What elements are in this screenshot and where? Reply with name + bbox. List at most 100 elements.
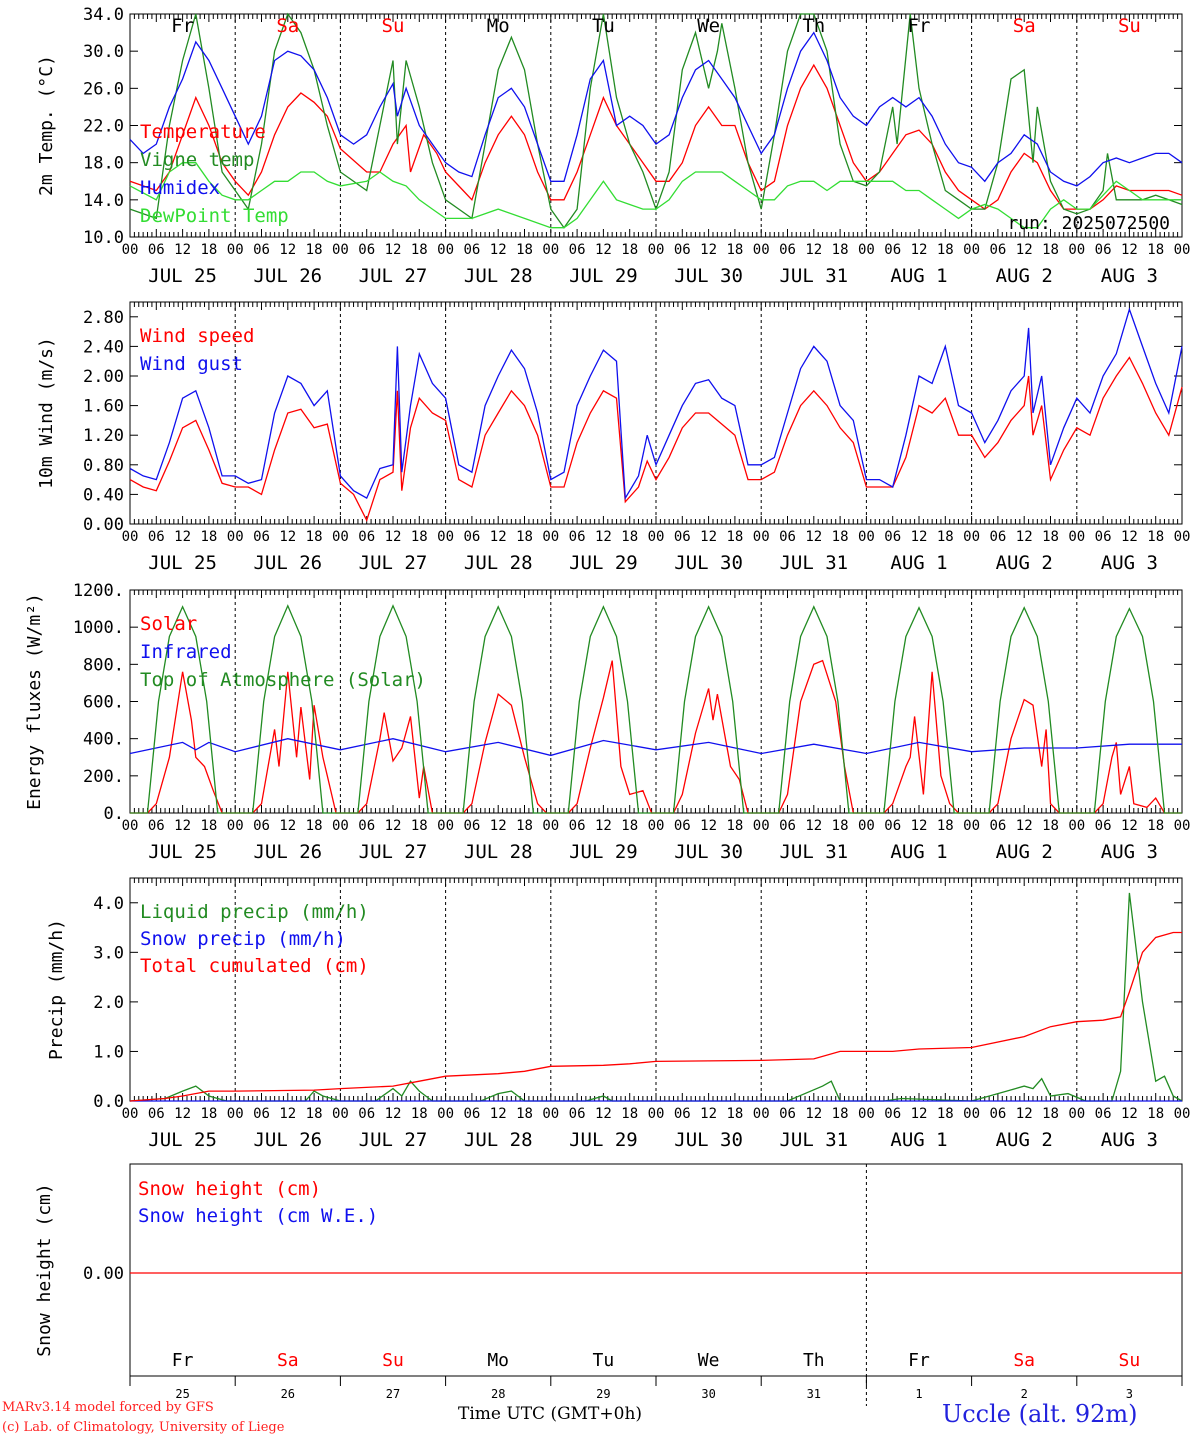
hour-tick-label: 00 — [1174, 529, 1191, 545]
y-tick-label: 0.00 — [83, 1264, 124, 1284]
hour-tick-label: 12 — [595, 1106, 612, 1122]
y-axis-title: Precip (mm/h) — [46, 919, 67, 1060]
hour-tick-label: 18 — [516, 242, 533, 258]
hour-tick-label: 12 — [1121, 529, 1138, 545]
hour-tick-label: 06 — [884, 242, 901, 258]
hour-tick-label: 00 — [1068, 242, 1085, 258]
hour-tick-label: 06 — [779, 242, 796, 258]
hour-tick-label: 18 — [937, 818, 954, 834]
hour-tick-label: 06 — [989, 529, 1006, 545]
y-tick-label: 0.00 — [83, 515, 124, 535]
day-of-week-label: Sa — [276, 15, 299, 37]
hour-tick-label: 12 — [805, 242, 822, 258]
hour-tick-label: 12 — [700, 529, 717, 545]
bottom-day-of-week-label: Fr — [172, 1350, 194, 1371]
hour-tick-label: 18 — [411, 529, 428, 545]
hour-tick-label: 00 — [753, 529, 770, 545]
date-label: JUL 26 — [253, 265, 322, 287]
hour-tick-label: 06 — [148, 529, 165, 545]
hour-tick-label: 06 — [463, 242, 480, 258]
hour-tick-label: 12 — [279, 529, 296, 545]
hour-tick-label: 00 — [1174, 818, 1191, 834]
hour-tick-label: 06 — [463, 818, 480, 834]
model-credit-line2: (c) Lab. of Climatology, University of L… — [2, 1420, 285, 1435]
hour-tick-label: 12 — [1121, 818, 1138, 834]
hour-tick-label: 12 — [1016, 818, 1033, 834]
hour-tick-label: 12 — [911, 529, 928, 545]
bottom-day-number: 28 — [491, 1387, 505, 1401]
hour-tick-label: 06 — [674, 242, 691, 258]
hour-tick-label: 18 — [1147, 818, 1164, 834]
hour-tick-label: 12 — [700, 818, 717, 834]
hour-tick-label: 00 — [963, 529, 980, 545]
hour-tick-label: 00 — [858, 242, 875, 258]
y-tick-label: 3.0 — [93, 943, 124, 963]
hour-tick-label: 18 — [1042, 818, 1059, 834]
series-wind-speed — [129, 356, 1183, 523]
hour-tick-label: 00 — [542, 529, 559, 545]
date-label: JUL 28 — [464, 552, 533, 574]
series-total-cumulated-cm — [129, 931, 1182, 1102]
hour-tick-label: 00 — [542, 242, 559, 258]
hour-tick-label: 12 — [1016, 1106, 1033, 1122]
hour-tick-label: 18 — [516, 818, 533, 834]
hour-tick-label: 06 — [989, 242, 1006, 258]
hour-tick-label: 18 — [726, 242, 743, 258]
legend-dewpoint-temp: DewPoint Temp — [140, 205, 289, 227]
day-of-week-label: Su — [1118, 15, 1141, 37]
hour-tick-label: 00 — [332, 818, 349, 834]
date-label: JUL 25 — [148, 265, 217, 287]
hour-tick-label: 12 — [595, 529, 612, 545]
hour-tick-label: 00 — [1174, 1106, 1191, 1122]
hour-tick-label: 00 — [963, 1106, 980, 1122]
hour-tick-label: 18 — [1042, 1106, 1059, 1122]
date-label: AUG 1 — [890, 552, 947, 574]
bottom-day-number: 27 — [386, 1387, 400, 1401]
hour-tick-label: 00 — [122, 818, 139, 834]
hour-tick-label: 00 — [122, 1106, 139, 1122]
time-axis-label: Time UTC (GMT+0h) — [458, 1404, 643, 1424]
series-infrared — [129, 738, 1182, 757]
day-of-week-label: We — [697, 15, 720, 37]
date-label: JUL 25 — [148, 841, 217, 863]
hour-tick-label: 18 — [200, 818, 217, 834]
y-tick-label: 0. — [104, 804, 124, 824]
hour-tick-label: 00 — [1068, 818, 1085, 834]
date-label: JUL 27 — [359, 1129, 428, 1151]
date-label: JUL 26 — [253, 841, 322, 863]
date-label: JUL 30 — [674, 552, 743, 574]
y-tick-label: 34.0 — [83, 5, 124, 25]
date-label: AUG 1 — [890, 265, 947, 287]
hour-tick-label: 12 — [385, 529, 402, 545]
y-tick-label: 1000. — [73, 618, 124, 638]
y-tick-label: 0.40 — [83, 485, 124, 505]
hour-tick-label: 18 — [726, 529, 743, 545]
y-tick-label: 4.0 — [93, 894, 124, 914]
date-label: JUL 27 — [359, 841, 428, 863]
legend-top-of-atmosphere-solar: Top of Atmosphere (Solar) — [140, 669, 426, 691]
hour-tick-label: 18 — [937, 242, 954, 258]
hour-tick-label: 06 — [1095, 818, 1112, 834]
hour-tick-label: 18 — [621, 818, 638, 834]
hour-tick-label: 12 — [490, 242, 507, 258]
date-label: JUL 29 — [569, 841, 638, 863]
hour-tick-label: 12 — [385, 1106, 402, 1122]
hour-tick-label: 18 — [516, 529, 533, 545]
series-top-of-atmosphere-solar — [130, 604, 1182, 814]
hour-tick-label: 00 — [437, 818, 454, 834]
hour-tick-label: 12 — [279, 818, 296, 834]
bottom-day-number: 30 — [701, 1387, 715, 1401]
bottom-day-of-week-label: Mo — [487, 1350, 509, 1371]
hour-tick-label: 06 — [463, 1106, 480, 1122]
hour-tick-label: 12 — [279, 1106, 296, 1122]
hour-tick-label: 12 — [911, 1106, 928, 1122]
hour-tick-label: 06 — [569, 529, 586, 545]
date-label: JUL 30 — [674, 841, 743, 863]
hour-tick-label: 12 — [174, 1106, 191, 1122]
hour-tick-label: 00 — [963, 242, 980, 258]
hour-tick-label: 00 — [437, 1106, 454, 1122]
date-label: JUL 28 — [464, 1129, 533, 1151]
bottom-day-of-week-label: Fr — [908, 1350, 930, 1371]
y-axis-title: Energy fluxes (W/m²) — [24, 593, 45, 810]
